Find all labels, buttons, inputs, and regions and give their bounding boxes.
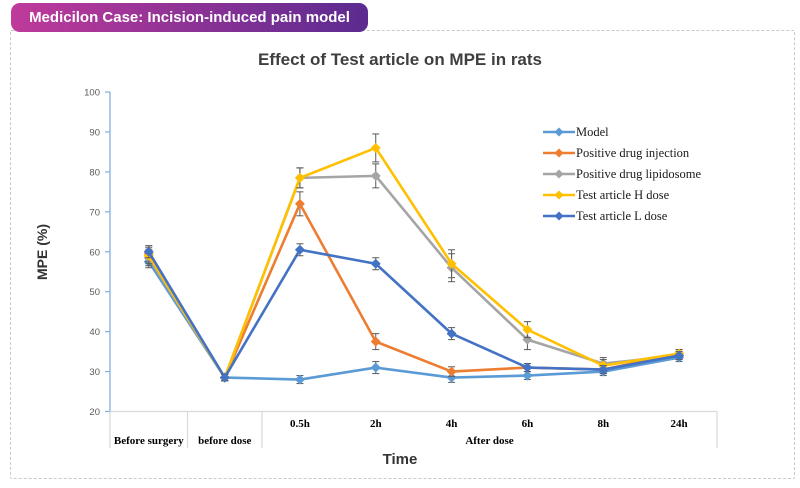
x-axis: 0.5h 2h 4h 6h 8h 24h Before surgery before dose… [109,410,718,448]
legend-marker-icon [543,127,575,137]
legend-item-model: Model [543,125,701,139]
legend-item-test-article-l-dose: Test article L dose [543,209,701,223]
x-group-label: Before surgery [114,435,184,447]
data-point-marker [370,362,381,373]
y-tick-label: 100 [84,88,100,99]
data-point-marker [295,244,305,255]
legend-item-positive-drug-lipidosome: Positive drug lipidosome [543,167,701,181]
x-tick-label: 8h [597,418,609,430]
data-point-marker [370,258,381,269]
y-tick-label: 70 [89,207,100,218]
data-point-marker [219,372,230,383]
y-tick-label: 30 [89,367,100,378]
data-point-marker [295,199,305,209]
data-point-marker [522,370,533,381]
x-tick-label: 24h [671,418,688,430]
data-point-marker [295,173,305,183]
chart-title: Effect of Test article on MPE in rats [257,50,543,69]
legend-marker-icon [543,211,575,221]
case-card [10,30,795,479]
x-tick-label: 6h [522,418,534,430]
y-tick-label: 40 [89,327,100,338]
x-tick-label: 0.5h [290,418,310,430]
data-point-marker [295,374,305,385]
y-tick-label: 20 [89,407,100,418]
chart-legend: Model Positive drug injection Positive dru… [543,125,701,223]
series-test-article-l-dose [143,243,684,383]
legend-label: Test article L dose [576,208,668,223]
legend-item-test-article-h-dose: Test article H dose [543,188,701,202]
data-point-marker [370,171,381,181]
legend-label: Positive drug lipidosome [576,166,701,181]
y-tick-label: 90 [89,127,100,138]
legend-marker-icon [543,190,575,200]
legend-item-positive-drug-injection: Positive drug injection [543,146,701,160]
data-point-marker [522,324,533,335]
legend-label: Model [576,124,609,139]
data-point-marker [446,328,457,339]
data-point-marker [598,364,609,375]
data-point-marker [370,336,381,347]
x-group-label: After dose [465,435,513,447]
legend-marker-icon [543,148,575,158]
data-point-marker [446,258,457,269]
y-tick-label: 50 [89,287,100,298]
data-point-marker [522,362,533,373]
legend-label: Test article H dose [576,187,670,202]
case-badge: Medicilon Case: Incision-induced pain mo… [11,3,368,32]
legend-label: Positive drug injection [576,145,690,160]
x-tick-label: 2h [370,418,382,430]
data-point-marker [446,366,457,377]
legend-marker-icon [543,169,575,179]
y-axis-title: MPE (%) [34,224,50,280]
y-axis: 20 30 40 50 60 70 80 90 100 [84,88,111,418]
x-axis-title: Time [382,451,418,468]
y-tick-label: 80 [89,167,100,178]
data-point-marker [674,350,684,361]
data-point-marker [143,246,154,257]
x-tick-label: 4h [446,418,458,430]
y-tick-label: 60 [89,247,100,258]
data-point-marker [370,143,381,153]
case-badge-label: Medicilon Case: Incision-induced pain mo… [29,9,350,26]
x-group-label: before dose [198,435,251,447]
